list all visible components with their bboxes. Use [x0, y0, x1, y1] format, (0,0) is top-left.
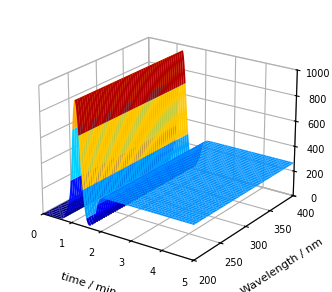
- Y-axis label: Wavelength / nm: Wavelength / nm: [240, 237, 325, 292]
- X-axis label: time / min: time / min: [60, 271, 117, 292]
